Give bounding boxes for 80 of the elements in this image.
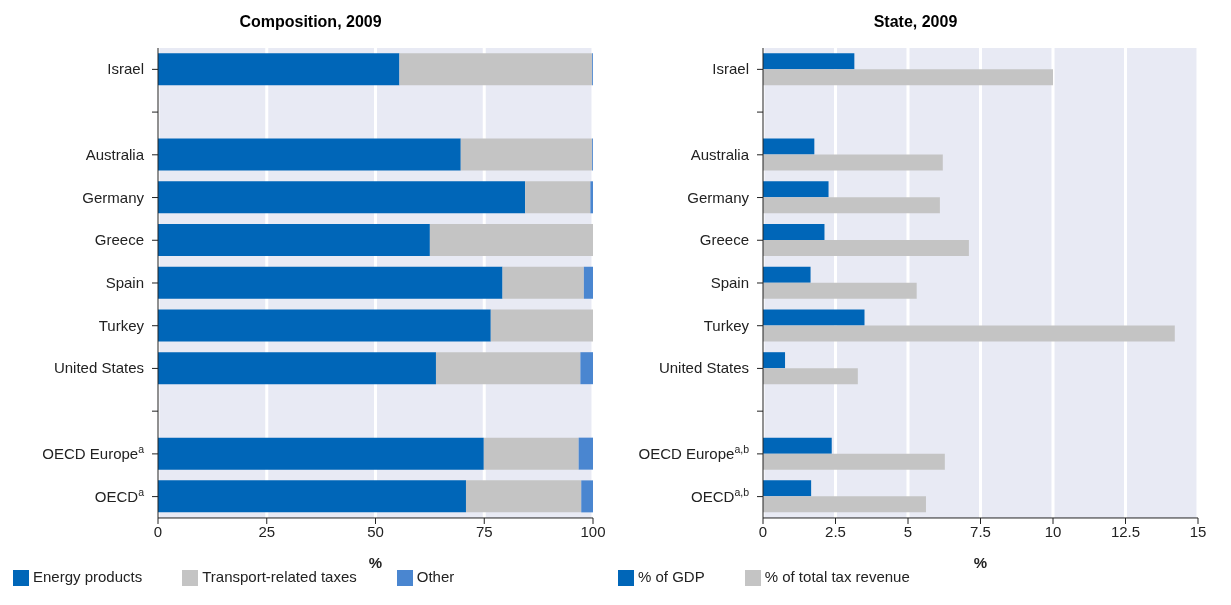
bar [580, 352, 593, 385]
bar [483, 437, 579, 470]
bar [763, 224, 825, 241]
legend-label: Other [416, 567, 455, 585]
x-tick-label: 50 [367, 522, 384, 540]
bar [158, 437, 484, 470]
y-tick-label: Greece [94, 231, 144, 249]
bar [763, 309, 865, 326]
bar [581, 480, 593, 513]
bar [763, 138, 815, 155]
bar [763, 437, 832, 454]
legend-label: % of total tax revenue [764, 567, 910, 585]
bar [158, 138, 461, 171]
x-tick-label: 0 [153, 522, 163, 540]
bar [763, 53, 855, 70]
bar [763, 352, 786, 369]
x-tick-label: 2.5 [825, 522, 846, 540]
bar [590, 181, 593, 214]
y-tick-label: United States [53, 359, 144, 377]
y-tick-label: Turkey [98, 316, 145, 334]
y-tick-label: Germany [82, 188, 145, 206]
y-tick-label: Spain [105, 273, 144, 291]
y-tick-label: Israel [712, 60, 749, 78]
y-tick-label: Turkey [703, 316, 750, 334]
bar [763, 154, 943, 171]
x-tick-label: 7.5 [970, 522, 991, 540]
bar [763, 496, 926, 513]
bar [763, 266, 811, 283]
legend-label: Energy products [33, 567, 143, 585]
bar [158, 224, 430, 257]
y-tick-label: Greece [699, 231, 749, 249]
x-axis-title: % [973, 553, 988, 571]
bar [158, 352, 436, 385]
bar [490, 309, 593, 342]
y-tick-label: OECD Europe$^{a}$ [42, 442, 145, 462]
y-tick-label: Israel [107, 60, 144, 78]
x-tick-label: 15 [1189, 522, 1207, 540]
legend-label: % of GDP [638, 567, 705, 585]
bar [763, 197, 940, 214]
bar [158, 53, 400, 86]
bar [158, 266, 503, 299]
bar [460, 138, 593, 171]
y-tick-label: United States [658, 359, 749, 377]
y-tick-label: OECD Europe$^{a,b}$ [638, 442, 750, 462]
bar [763, 368, 858, 385]
legend-label: Transport-related taxes [202, 567, 357, 585]
bar [583, 266, 593, 299]
bar [763, 69, 1053, 86]
bar [578, 437, 593, 470]
bar [502, 266, 584, 299]
bar [763, 325, 1175, 342]
x-tick-label: 0 [758, 522, 768, 540]
bar [763, 240, 969, 257]
x-tick-label: 5 [903, 522, 913, 540]
y-tick-label: Australia [690, 145, 750, 163]
x-tick-label: 12.5 [1110, 522, 1141, 540]
bar [763, 181, 829, 198]
x-tick-label: 75 [475, 522, 493, 540]
x-tick-label: 100 [580, 522, 606, 540]
bar [763, 480, 812, 497]
bar [158, 181, 526, 214]
bar [399, 53, 593, 86]
bar [429, 224, 593, 257]
bar [435, 352, 581, 385]
x-axis-title: % [368, 553, 383, 571]
y-tick-label: OECD$^{a,b}$ [691, 485, 750, 505]
bar [465, 480, 582, 513]
chart-title: Composition, 2009 [238, 12, 383, 32]
x-tick-label: 25 [258, 522, 276, 540]
y-tick-label: OECD$^{a}$ [94, 485, 145, 505]
bar [763, 453, 945, 470]
bar [158, 309, 491, 342]
bar [763, 282, 917, 299]
x-tick-label: 10 [1044, 522, 1062, 540]
bar [525, 181, 591, 214]
y-tick-label: Spain [710, 273, 749, 291]
y-tick-label: Australia [85, 145, 145, 163]
chart-title: State, 2009 [872, 12, 959, 32]
bar [158, 480, 466, 513]
y-tick-label: Germany [687, 188, 750, 206]
